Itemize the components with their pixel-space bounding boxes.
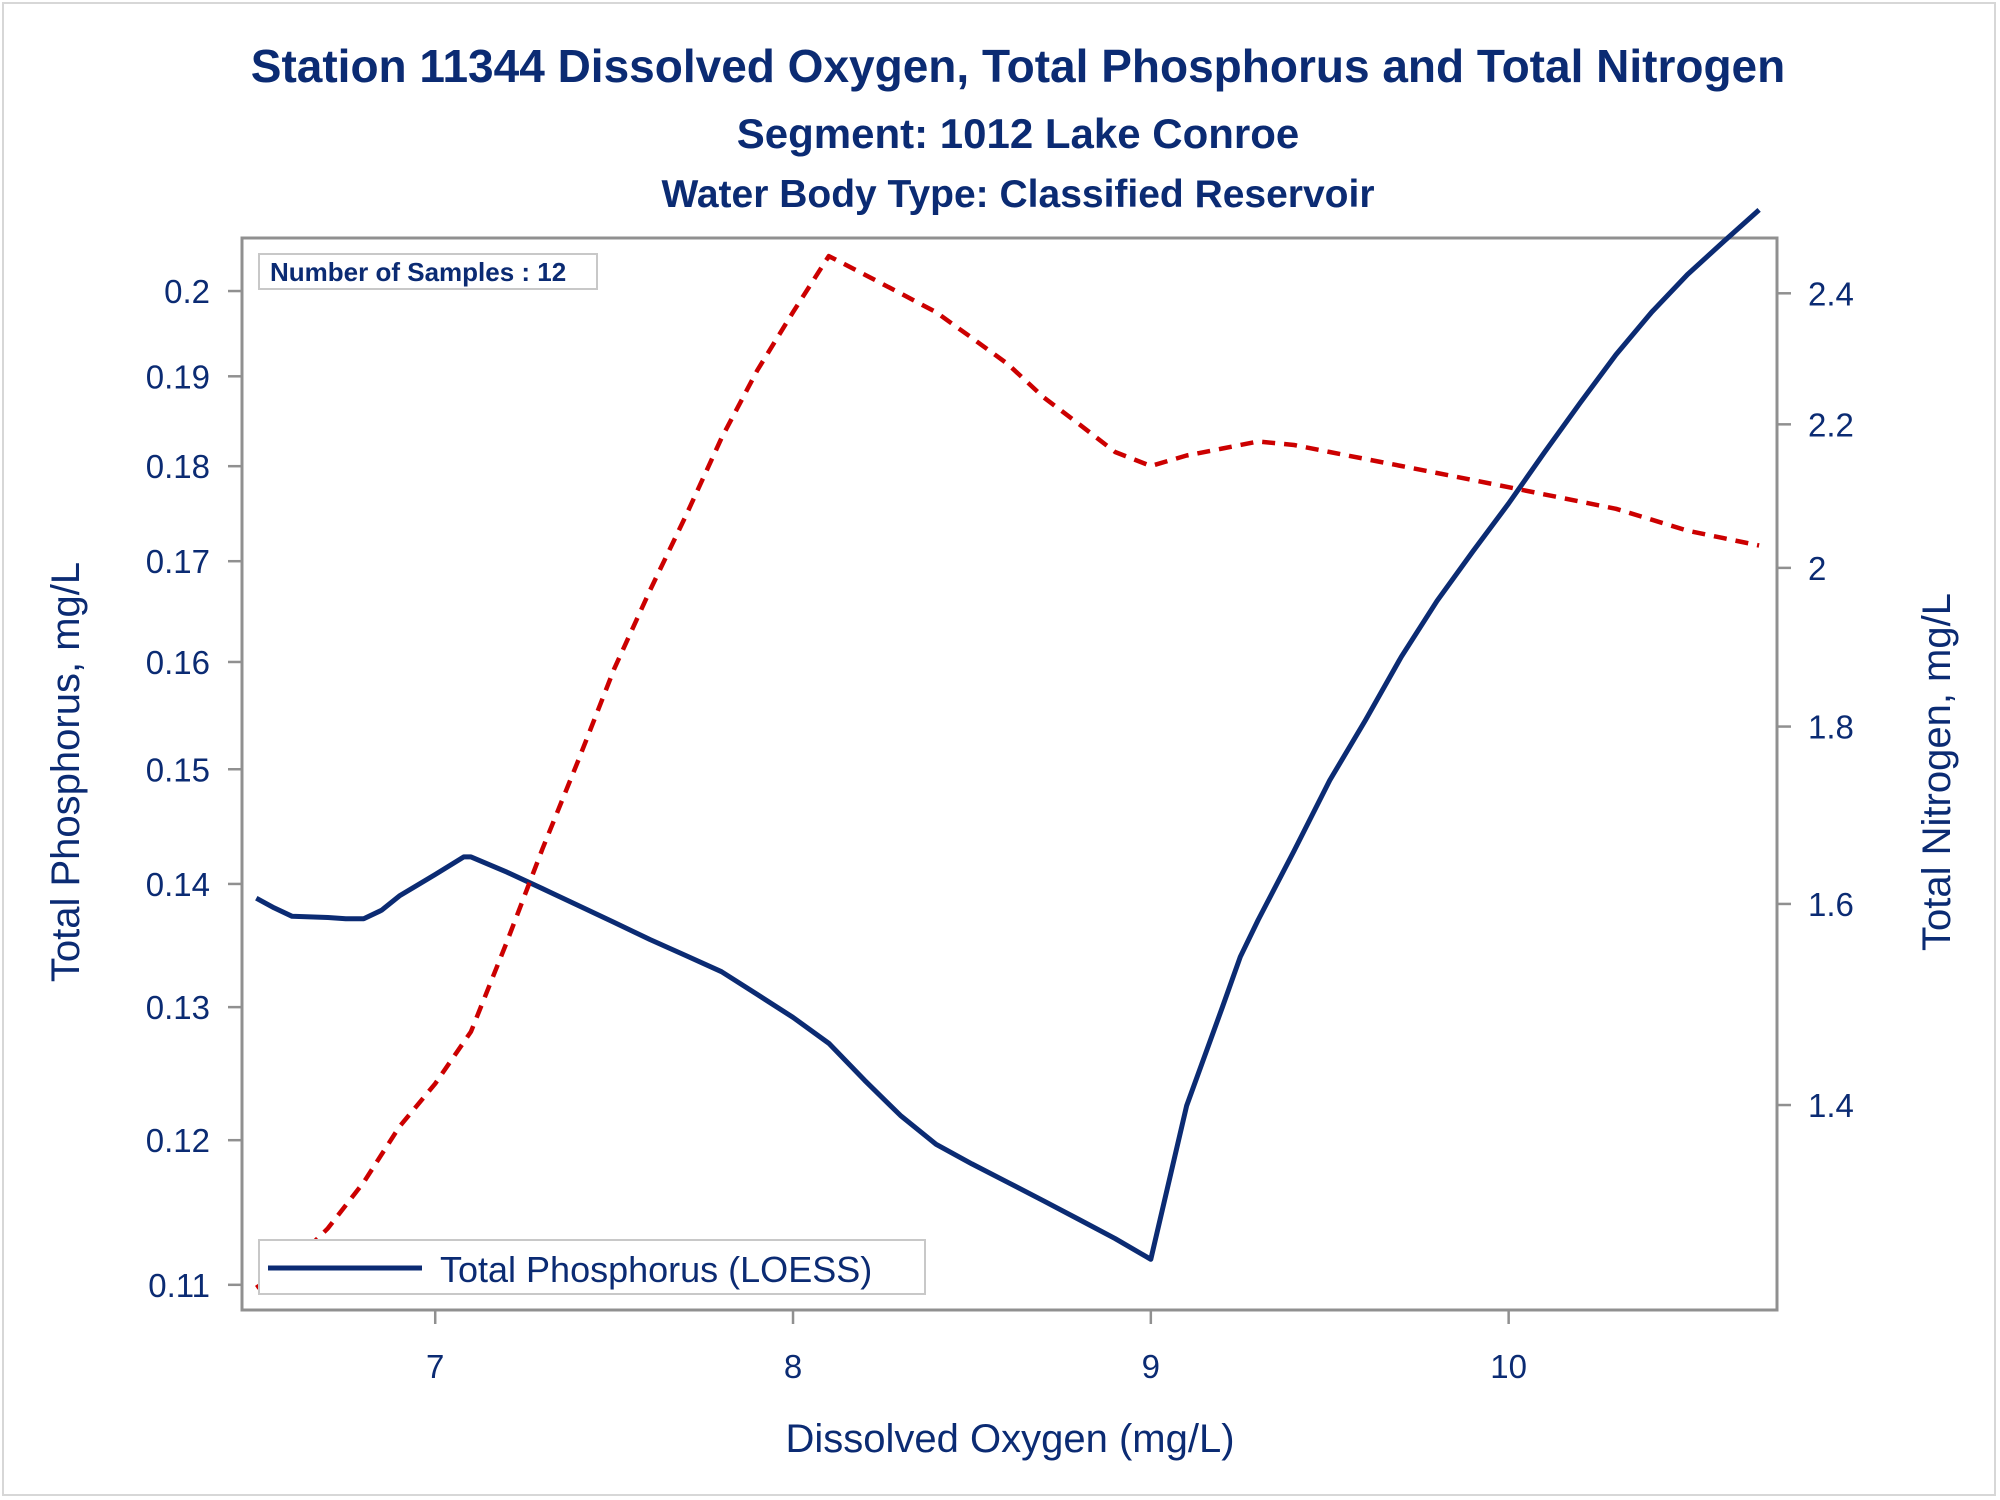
y-left-tick-label: 0.17 <box>146 543 210 580</box>
x-axis-label: Dissolved Oxygen (mg/L) <box>785 1417 1234 1461</box>
y-left-tick-label: 0.2 <box>164 273 210 310</box>
series-line-total-nitrogen <box>255 253 1760 1290</box>
y-left-tick-label: 0.11 <box>148 1267 210 1304</box>
y-left-tick-label: 0.19 <box>146 358 210 395</box>
chart-subtitle: Segment: 1012 Lake Conroe <box>737 110 1300 157</box>
axes-layer: 7 8 9 10 0.11 0.12 0.13 0.14 0.15 0.16 0.17 0.18 0.1… <box>146 273 1854 1385</box>
y-left-tick-label: 0.16 <box>146 644 210 681</box>
legend: Total Phosphorus (LOESS) <box>258 1239 926 1295</box>
y-right-tick-label: 2.4 <box>1808 275 1854 312</box>
x-tick-label: 10 <box>1490 1348 1527 1385</box>
x-tick-label: 7 <box>426 1348 444 1385</box>
y-right-tick-label: 1.6 <box>1808 886 1854 923</box>
chart-subtitle-2: Water Body Type: Classified Reservoir <box>661 173 1374 216</box>
y-left-tick-label: 0.18 <box>146 448 210 485</box>
y-left-tick-label: 0.12 <box>146 1122 210 1159</box>
samples-annotation-text: Number of Samples : 12 <box>270 257 566 287</box>
x-tick-label: 9 <box>1142 1348 1160 1385</box>
legend-label-total-phosphorus: Total Phosphorus (LOESS) <box>440 1249 872 1290</box>
y-right-tick-label: 2 <box>1808 550 1826 587</box>
samples-annotation: Number of Samples : 12 <box>258 253 598 290</box>
y-left-tick-label: 0.13 <box>146 989 210 1026</box>
y-right-tick-label: 1.8 <box>1808 709 1854 746</box>
series-layer <box>255 208 1761 1290</box>
y-right-tick-label: 2.2 <box>1808 406 1854 443</box>
chart-title: Station 11344 Dissolved Oxygen, Total Ph… <box>251 40 1785 92</box>
y-right-tick-label: 1.4 <box>1808 1087 1854 1124</box>
y-left-tick-label: 0.15 <box>146 751 210 788</box>
y-axis-right-label: Total Nitrogen, mg/L <box>1915 593 1959 951</box>
y-left-tick-label: 0.14 <box>146 866 210 903</box>
samples-annotation-box <box>258 253 598 290</box>
plot-area <box>240 236 1779 1312</box>
x-tick-label: 8 <box>784 1348 802 1385</box>
y-axis-left-label: Total Phosphorus, mg/L <box>44 562 88 982</box>
series-line-total-phosphorus <box>255 208 1761 1262</box>
